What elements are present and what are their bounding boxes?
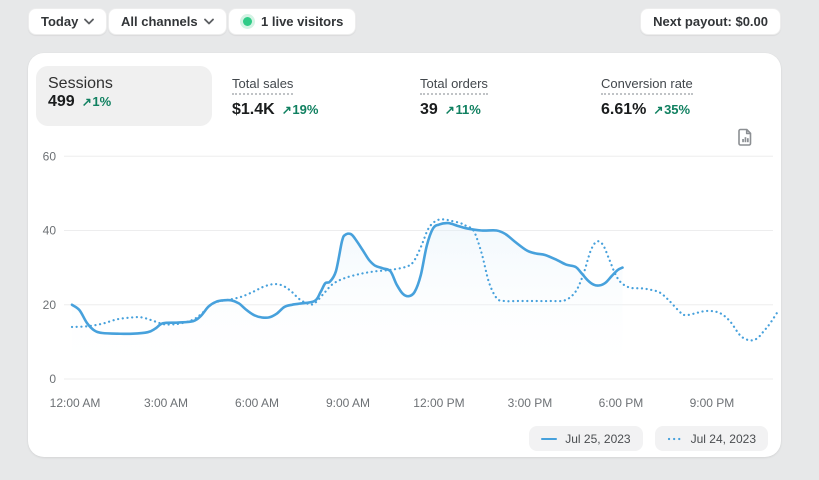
metric-tab-total-orders[interactable]: Total orders 39 ↗ 11%: [420, 75, 488, 119]
svg-text:0: 0: [49, 372, 56, 386]
metric-value: 499: [48, 93, 75, 110]
chart-axis-labels: 0 20 40 60 12:00 AM 3:00 AM 6:00 AM 9:00 AM 12:0…: [43, 149, 735, 410]
svg-text:3:00 PM: 3:00 PM: [508, 396, 553, 410]
sessions-chart: 0 20 40 60 12:00 AM 3:00 AM 6:00 AM 9:00 AM 12:0…: [28, 145, 781, 417]
legend-label: Jul 24, 2023: [690, 431, 756, 446]
svg-text:20: 20: [43, 298, 57, 312]
metric-label[interactable]: Conversion rate: [601, 76, 693, 95]
svg-text:40: 40: [43, 224, 57, 238]
metric-delta: ↗ 19%: [281, 102, 319, 117]
svg-text:6:00 PM: 6:00 PM: [599, 396, 644, 410]
up-arrow-icon: ↗: [81, 95, 92, 109]
up-arrow-icon: ↗: [653, 103, 664, 117]
channel-filter-label: All channels: [121, 14, 198, 29]
up-arrow-icon: ↗: [444, 103, 455, 117]
chart-series: [70, 218, 779, 379]
metric-delta: ↗ 11%: [444, 102, 481, 117]
metric-value: $1.4K: [232, 101, 275, 118]
metric-tab-sessions[interactable]: Sessions 499 ↗ 1%: [36, 66, 212, 126]
metric-label[interactable]: Sessions: [48, 75, 113, 92]
metric-value: 39: [420, 101, 438, 118]
export-report-button[interactable]: [734, 126, 756, 148]
legend-item-jul25[interactable]: Jul 25, 2023: [529, 426, 643, 451]
date-range-dropdown[interactable]: Today: [28, 8, 108, 35]
date-range-label: Today: [41, 14, 79, 29]
svg-text:9:00 AM: 9:00 AM: [326, 396, 370, 410]
next-payout-button[interactable]: Next payout: $0.00: [640, 8, 781, 35]
metric-value: 6.61%: [601, 101, 647, 118]
chart-legend: Jul 25, 2023 Jul 24, 2023: [529, 426, 768, 451]
metric-tab-total-sales[interactable]: Total sales $1.4K ↗ 19%: [232, 75, 318, 119]
metric-label[interactable]: Total orders: [420, 76, 488, 95]
metric-tab-conversion-rate[interactable]: Conversion rate 6.61% ↗ 35%: [601, 75, 693, 119]
svg-text:60: 60: [43, 149, 57, 163]
legend-label: Jul 25, 2023: [565, 431, 631, 446]
live-visitors-label: 1 live visitors: [261, 14, 344, 29]
up-arrow-icon: ↗: [281, 103, 292, 117]
svg-text:12:00 PM: 12:00 PM: [413, 396, 464, 410]
svg-text:9:00 PM: 9:00 PM: [690, 396, 735, 410]
channel-filter-dropdown[interactable]: All channels: [108, 8, 227, 35]
chevron-down-icon: [203, 18, 214, 25]
chart-svg: 0 20 40 60 12:00 AM 3:00 AM 6:00 AM 9:00 AM 12:0…: [43, 149, 779, 410]
svg-text:3:00 AM: 3:00 AM: [144, 396, 188, 410]
chevron-down-icon: [84, 18, 95, 25]
legend-item-jul24[interactable]: Jul 24, 2023: [654, 426, 768, 451]
dotted-line-icon: [667, 437, 682, 440]
live-visitors-badge[interactable]: 1 live visitors: [228, 8, 357, 35]
svg-text:12:00 AM: 12:00 AM: [50, 396, 101, 410]
next-payout-label: Next payout: $0.00: [653, 14, 768, 29]
metric-delta: ↗ 35%: [653, 102, 691, 117]
svg-text:6:00 AM: 6:00 AM: [235, 396, 279, 410]
live-indicator-dot-icon: [243, 17, 252, 26]
metric-label[interactable]: Total sales: [232, 76, 294, 95]
solid-line-icon: [541, 437, 558, 440]
analytics-card: Sessions 499 ↗ 1% Total sales $1.4K ↗ 19…: [28, 53, 781, 457]
report-file-icon: [738, 128, 752, 146]
metric-delta: ↗ 1%: [81, 94, 112, 109]
